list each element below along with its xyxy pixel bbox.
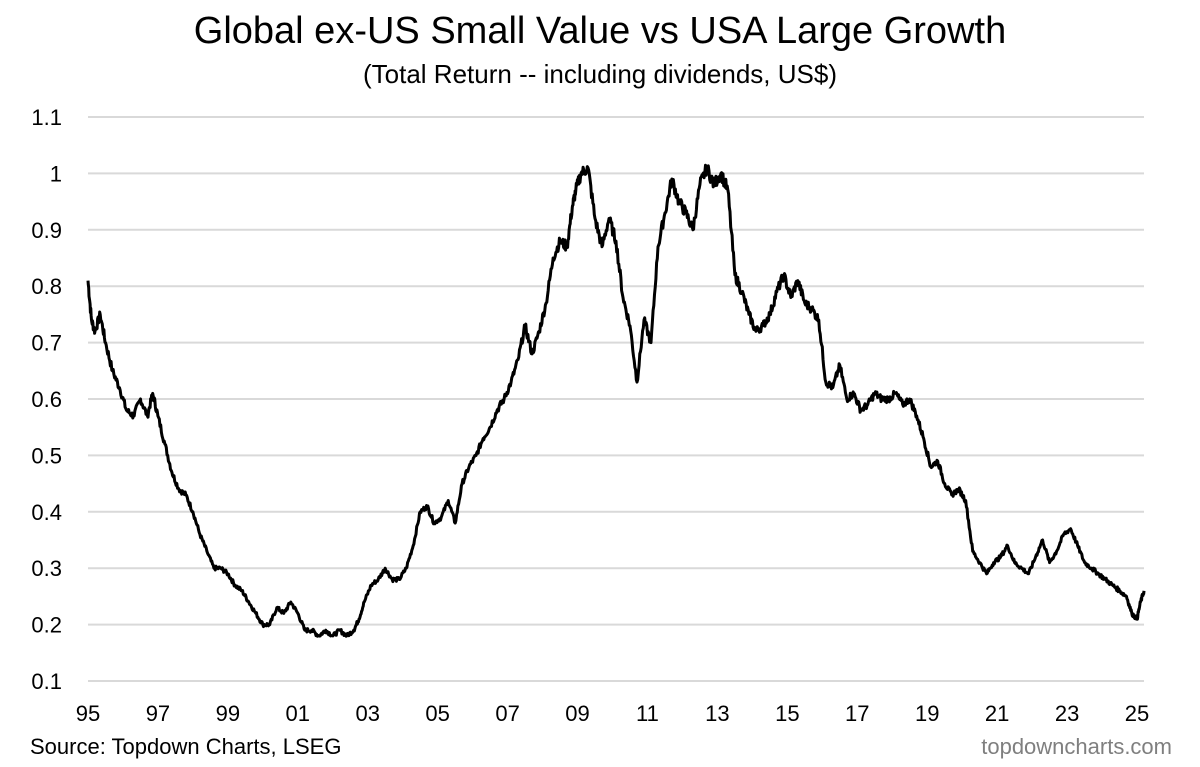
source-note: Source: Topdown Charts, LSEG [30, 734, 342, 759]
series-line [86, 163, 1146, 638]
y-tick-label: 0.7 [31, 331, 62, 356]
x-tick-label: 11 [636, 701, 659, 726]
x-tick-label: 15 [775, 701, 799, 726]
x-tick-label: 17 [845, 701, 869, 726]
y-tick-label: 0.3 [31, 556, 62, 581]
y-tick-label: 0.8 [31, 274, 62, 299]
y-tick-label: 0.9 [31, 218, 62, 243]
x-tick-label: 95 [76, 701, 100, 726]
x-tick-label: 97 [146, 701, 170, 726]
y-tick-label: 0.4 [31, 500, 62, 525]
brand-watermark: topdowncharts.com [981, 734, 1172, 759]
x-tick-label: 09 [565, 701, 589, 726]
y-tick-label: 0.6 [31, 387, 62, 412]
x-tick-label: 03 [355, 701, 379, 726]
y-tick-label: 0.2 [31, 613, 62, 638]
y-axis-ticks: 1.1 1 0.9 0.8 0.7 0.6 0.5 0.4 0.3 0.2 0.1 [31, 105, 62, 694]
x-tick-label: 23 [1055, 701, 1079, 726]
y-tick-label: 0.1 [31, 669, 62, 694]
x-tick-label: 99 [216, 701, 240, 726]
y-tick-label: 1.1 [31, 105, 62, 130]
y-tick-label: 0.5 [31, 443, 62, 468]
x-tick-label: 19 [915, 701, 939, 726]
x-tick-label: 01 [286, 701, 310, 726]
x-tick-label: 07 [495, 701, 519, 726]
x-tick-label: 25 [1125, 701, 1149, 726]
series-group [86, 163, 1146, 638]
x-tick-label: 05 [425, 701, 449, 726]
x-tick-label: 13 [705, 701, 729, 726]
x-axis-ticks: 95 97 99 01 03 05 07 09 11 13 15 17 19 21 23 25 [76, 701, 1149, 726]
chart-subtitle: (Total Return -- including dividends, US… [363, 59, 837, 89]
y-tick-label: 1 [50, 161, 62, 186]
x-tick-label: 21 [985, 701, 1009, 726]
chart-title: Global ex-US Small Value vs USA Large Gr… [193, 10, 1007, 52]
